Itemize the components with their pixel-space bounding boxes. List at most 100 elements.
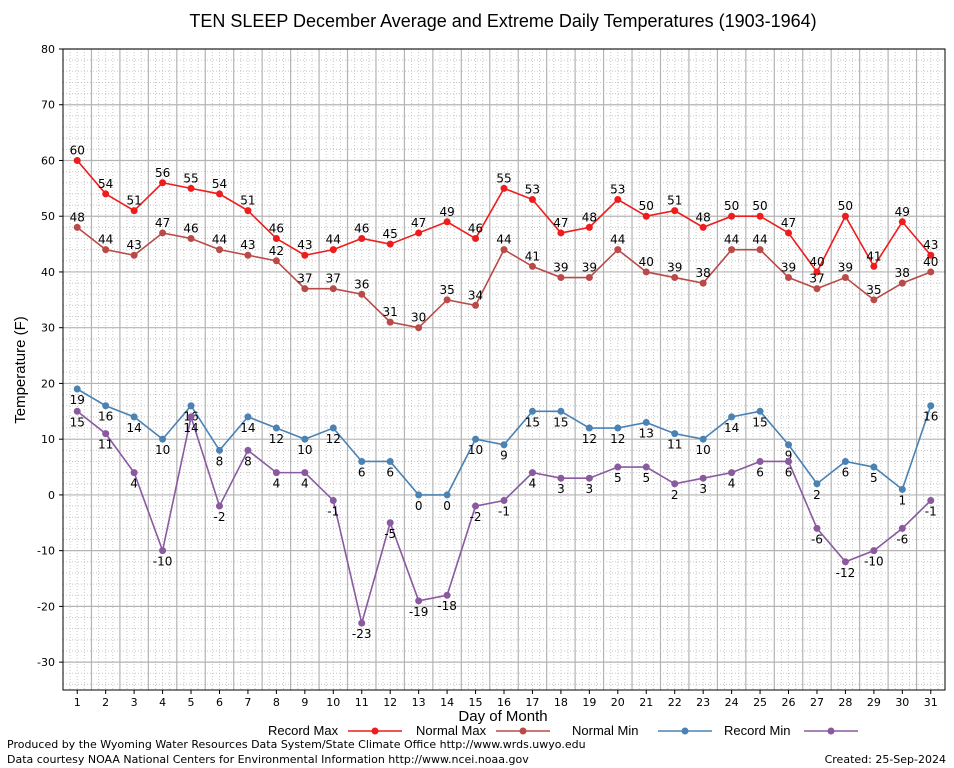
data-point [614,246,622,254]
data-point [785,274,793,282]
data-label: 43 [240,238,255,252]
y-tick-label: 20 [41,377,55,390]
data-label: 47 [155,216,170,230]
data-label: 55 [496,171,511,185]
x-tick-label: 8 [273,696,280,709]
data-point [187,184,195,192]
data-point [898,279,906,287]
data-label: 14 [240,421,255,435]
data-label: 44 [98,233,113,247]
data-point [927,251,935,259]
data-label: 49 [895,205,910,219]
y-axis-label: Temperature (F) [12,316,29,424]
data-label: 46 [183,222,198,236]
footer-created: Created: 25-Sep-2024 [824,753,946,766]
data-point [585,474,593,482]
data-point [301,469,309,477]
data-point [642,463,650,471]
data-label: -12 [836,566,856,580]
data-label: 14 [126,421,141,435]
data-label: 36 [354,277,369,291]
data-point [415,491,423,499]
data-label: 60 [70,143,85,157]
data-point [272,257,280,265]
data-point [272,424,280,432]
data-point [671,207,679,215]
data-point [443,218,451,226]
data-point [244,207,252,215]
data-point [557,229,565,237]
data-label: 47 [553,216,568,230]
data-label: 12 [326,432,341,446]
data-point [756,246,764,254]
data-point [244,251,252,259]
data-label: 8 [216,454,224,468]
data-label: 6 [842,465,850,479]
data-point [756,212,764,220]
data-label: 47 [411,216,426,230]
data-point [528,195,536,203]
data-label: 2 [813,488,821,502]
data-label: 10 [696,443,711,457]
x-tick-label: 20 [611,696,625,709]
data-point [870,547,878,555]
data-label: 41 [866,249,881,263]
legend-marker [827,727,835,735]
data-label: 51 [667,194,682,208]
data-point [73,223,81,231]
data-point [614,424,622,432]
data-label: 40 [639,255,654,269]
data-label: 50 [724,199,739,213]
data-label: -6 [811,532,823,546]
data-point [528,469,536,477]
data-label: 43 [923,238,938,252]
data-label: 4 [728,477,736,491]
data-point [841,274,849,282]
x-tick-label: 7 [244,696,251,709]
data-label: 10 [297,443,312,457]
data-point [472,301,480,309]
data-point [813,524,821,532]
data-point [443,491,451,499]
data-point [386,318,394,326]
x-tick-label: 5 [188,696,195,709]
data-point [272,235,280,243]
data-label: 9 [500,449,508,463]
data-point [500,496,508,504]
data-label: -1 [327,504,339,518]
data-point [102,246,110,254]
data-point [215,190,223,198]
data-point [500,441,508,449]
data-label: 51 [126,194,141,208]
x-tick-label: 29 [867,696,881,709]
data-point [557,274,565,282]
data-point [557,474,565,482]
legend-label: Normal Min [572,723,638,738]
data-point [443,591,451,599]
data-label: 50 [752,199,767,213]
data-label: 16 [923,410,938,424]
data-label: 0 [443,499,451,513]
data-point [102,430,110,438]
data-point [898,524,906,532]
x-tick-label: 11 [355,696,369,709]
data-point [813,268,821,276]
x-tick-label: 9 [301,696,308,709]
data-label: 48 [582,210,597,224]
y-tick-label: 10 [41,433,55,446]
data-label: 42 [269,244,284,258]
data-label: 44 [724,233,739,247]
data-point [415,229,423,237]
data-point [443,296,451,304]
data-point [699,279,707,287]
data-point [728,469,736,477]
data-label: 12 [582,432,597,446]
data-label: 40 [923,255,938,269]
data-label: 46 [354,222,369,236]
data-label: 35 [866,283,881,297]
data-label: 12 [610,432,625,446]
data-label: 39 [553,261,568,275]
data-label: 53 [610,182,625,196]
data-point [728,246,736,254]
